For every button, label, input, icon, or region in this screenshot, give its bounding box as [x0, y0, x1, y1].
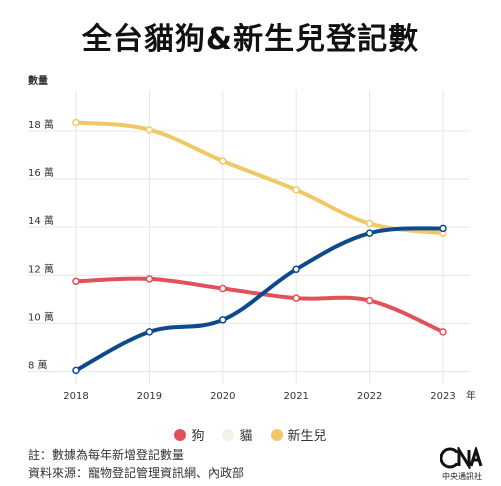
legend-item: 新生兒: [270, 425, 327, 444]
data-point: [439, 328, 447, 336]
data-point: [365, 229, 374, 237]
y-tick-label: 16 萬: [28, 166, 54, 179]
data-point: [292, 265, 300, 274]
series-cat: [72, 224, 447, 375]
data-point: [219, 316, 227, 324]
cna-logo-icon: [439, 444, 483, 472]
x-tick-label: 2021: [283, 391, 308, 402]
data-source-note: 資料來源：寵物登記管理資訊網、內政部: [28, 466, 245, 480]
data-point: [365, 219, 374, 228]
x-tick-label: 2020: [210, 391, 235, 402]
legend-item: 狗: [174, 425, 204, 444]
data-point: [72, 118, 80, 127]
series-dog: [72, 275, 447, 336]
data-point: [145, 275, 154, 283]
data-point: [292, 294, 300, 302]
series-newborn: [72, 118, 447, 237]
data-point: [365, 296, 374, 305]
legend-label: 狗: [191, 429, 205, 444]
y-tick-label: 10 萬: [28, 310, 54, 323]
cna-logo: 中央通訊社: [433, 444, 491, 482]
y-tick-label: 8 萬: [28, 359, 48, 372]
y-tick-label: 18 萬: [28, 118, 54, 131]
y-tick-label: 12 萬: [28, 262, 54, 275]
legend-item: 貓: [222, 425, 253, 444]
series-line: [74, 120, 445, 236]
x-tick-label: 2022: [357, 391, 382, 402]
series-line: [74, 226, 445, 373]
data-point: [219, 284, 227, 293]
y-tick-label: 14 萬: [28, 214, 54, 227]
x-tick-label: 2023: [430, 391, 455, 402]
x-tick-label: 2019: [137, 391, 162, 402]
legend-label: 新生兒: [287, 429, 327, 444]
legend-swatch: [270, 428, 283, 441]
cna-logo-text: 中央通訊社: [442, 472, 482, 481]
legend-swatch: [174, 428, 187, 441]
x-tick-label: 2018: [63, 391, 88, 402]
chart-legend: 狗 貓 新生兒: [0, 425, 501, 444]
legend-label: 貓: [239, 429, 253, 444]
data-point: [145, 328, 154, 336]
chart-title: 全台貓狗&新生兒登記數: [81, 22, 420, 57]
x-axis-label: 年: [466, 389, 476, 402]
data-point: [219, 157, 227, 165]
data-point: [292, 186, 300, 194]
chart-note: 註：數據為每年新增登記數量: [28, 448, 185, 462]
data-point: [72, 277, 80, 286]
legend-swatch: [222, 428, 235, 441]
data-point: [439, 224, 447, 233]
data-point: [145, 125, 154, 134]
y-axis-label: 數量: [28, 74, 48, 87]
data-point: [72, 366, 80, 375]
